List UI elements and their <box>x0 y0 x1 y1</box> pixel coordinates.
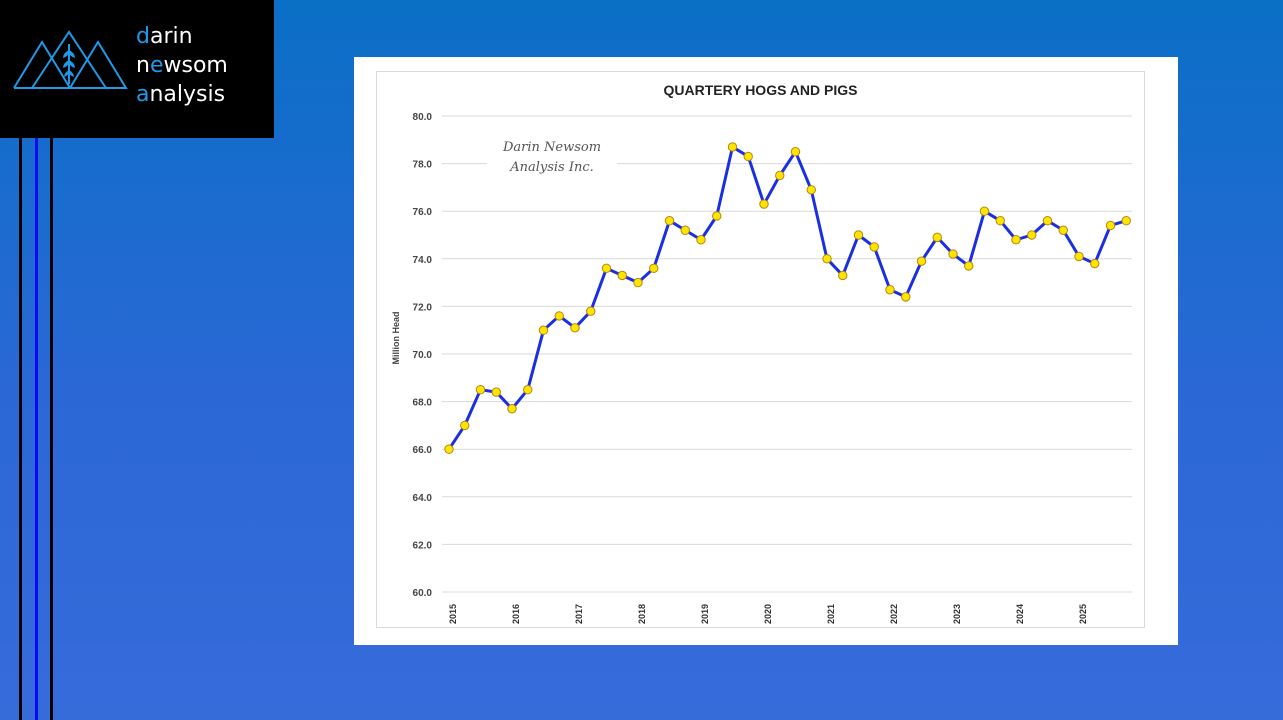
y-tick-label: 60.0 <box>413 588 433 599</box>
y-tick-label: 76.0 <box>413 207 433 218</box>
data-point <box>1121 216 1131 226</box>
data-point <box>995 216 1005 226</box>
data-point <box>1074 251 1084 262</box>
data-point <box>853 230 864 240</box>
logo: darin newsom analysis <box>0 0 274 138</box>
data-point <box>869 242 879 252</box>
x-tick-label: 2017 <box>574 604 584 624</box>
data-point <box>601 263 612 274</box>
data-point <box>444 444 454 454</box>
data-point <box>1058 225 1068 235</box>
data-point <box>491 387 501 397</box>
chart-title: QUARTERY HOGS AND PIGS <box>663 82 858 98</box>
watermark-line-1: Darin Newsom <box>502 140 602 155</box>
y-tick-label: 64.0 <box>413 493 433 504</box>
y-tick-label: 78.0 <box>413 160 433 171</box>
data-point <box>649 263 659 274</box>
data-point <box>743 151 753 162</box>
y-tick-label: 74.0 <box>413 255 433 266</box>
series-line <box>447 145 1127 451</box>
data-point <box>523 385 533 395</box>
data-point <box>901 292 911 302</box>
y-tick-label: 66.0 <box>413 445 433 456</box>
data-point <box>1011 235 1021 245</box>
logo-wordmark: darin newsom analysis <box>136 22 228 109</box>
chart-card: QUARTERY HOGS AND PIGS 60.0 62.0 64.0 66.0 6… <box>354 57 1178 645</box>
decor-bar-right <box>50 138 53 720</box>
logo-line-2: newsom <box>136 53 228 78</box>
x-tick-label: 2022 <box>889 604 899 624</box>
y-tick-label: 68.0 <box>413 398 433 409</box>
data-point <box>680 225 690 235</box>
data-point <box>1105 220 1116 231</box>
data-point <box>1042 216 1053 226</box>
data-point <box>1090 258 1100 269</box>
x-tick-label: 2024 <box>1015 604 1025 624</box>
watermark-line-2: Analysis Inc. <box>510 160 594 175</box>
logo-line-3: analysis <box>136 82 226 107</box>
data-point <box>775 170 785 181</box>
x-tick-label: 2023 <box>952 604 962 624</box>
x-tick-label: 2018 <box>637 604 647 624</box>
data-point <box>507 404 517 414</box>
x-tick-label: 2020 <box>763 604 773 624</box>
data-point <box>586 306 596 316</box>
data-point <box>538 325 549 335</box>
data-point <box>1027 230 1037 240</box>
x-tick-label: 2019 <box>700 604 710 624</box>
x-tick-label: 2021 <box>826 604 836 624</box>
y-tick-label: 72.0 <box>413 302 433 313</box>
data-point <box>554 311 564 321</box>
decor-bar-left <box>19 138 22 720</box>
data-point <box>806 185 816 195</box>
data-point <box>979 206 990 216</box>
y-axis-label: Million Head <box>391 311 401 364</box>
data-point <box>822 254 832 264</box>
data-point <box>932 232 942 243</box>
data-point <box>885 285 895 295</box>
data-point <box>460 420 470 431</box>
x-tick-label: 2016 <box>511 604 521 624</box>
data-point <box>633 277 643 288</box>
data-point <box>617 270 627 281</box>
data-point <box>727 142 738 152</box>
data-point <box>712 211 722 221</box>
data-point <box>759 199 769 209</box>
data-point <box>838 270 848 281</box>
data-point <box>696 235 706 245</box>
data-point <box>664 216 675 226</box>
y-tick-label: 62.0 <box>413 540 433 551</box>
data-point <box>964 261 974 271</box>
mountain-logo-icon <box>13 30 128 89</box>
data-point <box>570 323 580 333</box>
y-tick-label: 70.0 <box>413 350 433 361</box>
data-point <box>790 147 801 157</box>
y-tick-label: 80.0 <box>413 112 433 123</box>
decor-bar-mid <box>35 138 38 720</box>
x-tick-label: 2015 <box>448 604 458 624</box>
data-point <box>948 249 958 259</box>
x-tick-label: 2025 <box>1078 604 1088 624</box>
data-point <box>475 385 486 395</box>
data-point <box>916 256 927 266</box>
watermark: Darin Newsom Analysis Inc. <box>487 138 617 178</box>
chart-frame: QUARTERY HOGS AND PIGS 60.0 62.0 64.0 66.0 6… <box>376 71 1145 628</box>
logo-line-1: darin <box>136 24 193 49</box>
line-chart: 60.0 62.0 64.0 66.0 68.0 70.0 72.0 74.0 76.0 78.0… <box>391 112 1132 624</box>
